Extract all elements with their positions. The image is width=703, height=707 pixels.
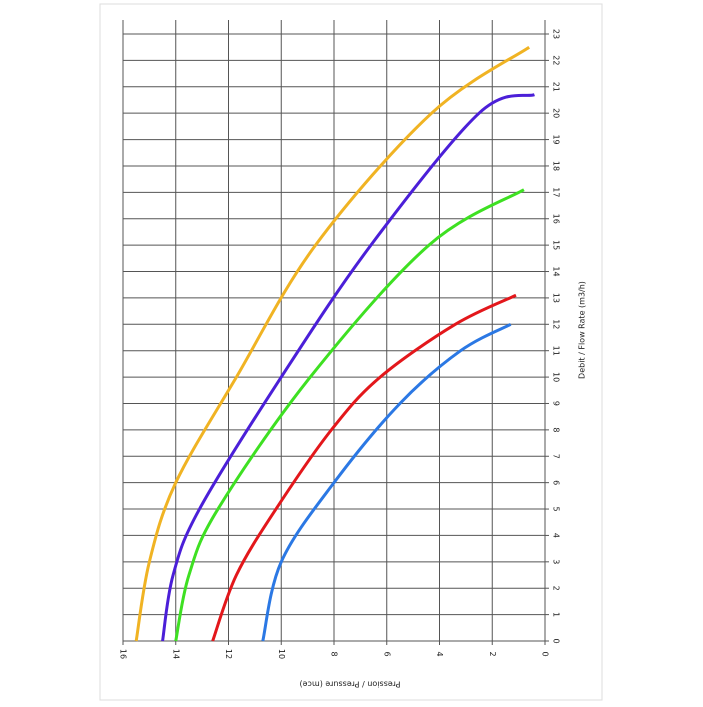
x-tick-label: 18 (552, 161, 561, 171)
x-axis-label: Debit / Flow Rate (m3/h) (578, 281, 587, 379)
x-tick-label: 7 (552, 454, 561, 459)
curve (261, 322, 512, 642)
x-tick-label: 1 (552, 612, 561, 617)
x-tick-label: 17 (552, 187, 561, 197)
x-tick-label: 20 (552, 108, 561, 118)
x-tick-label: 3 (552, 559, 561, 564)
curve (161, 93, 535, 642)
x-tick-label: 23 (552, 29, 561, 39)
y-tick-label: 2 (488, 651, 497, 656)
y-tick-label: 10 (277, 649, 286, 659)
curve (174, 188, 525, 642)
x-tick-label: 13 (552, 293, 561, 303)
y-tick-label: 8 (330, 651, 339, 656)
x-tick-label: 0 (552, 638, 561, 643)
y-tick-label: 16 (119, 649, 128, 659)
curve (134, 45, 531, 642)
x-tick-label: 8 (552, 427, 561, 432)
curve (211, 293, 517, 642)
x-tick-label: 11 (552, 346, 561, 356)
y-axis-label: Pression / Pressure (mce) (299, 680, 400, 689)
x-tick-label: 12 (552, 319, 561, 329)
x-tick-label: 10 (552, 372, 561, 382)
page-frame (99, 3, 603, 701)
x-tick-label: 2 (552, 586, 561, 591)
x-tick-label: 9 (552, 401, 561, 406)
y-tick-label: 12 (224, 649, 233, 659)
x-tick-label: 21 (552, 82, 561, 92)
y-tick-label: 6 (382, 651, 391, 656)
y-tick-label: 14 (171, 649, 180, 659)
x-tick-label: 16 (552, 214, 561, 224)
x-tick-label: 4 (552, 533, 561, 538)
x-tick-label: 14 (552, 266, 561, 276)
x-tick-label: 19 (552, 134, 561, 144)
x-tick-label: 6 (552, 480, 561, 485)
y-tick-label: 4 (435, 651, 444, 656)
x-tick-label: 15 (552, 240, 561, 250)
x-tick-label: 22 (552, 55, 561, 65)
y-tick-label: 0 (541, 651, 550, 656)
x-tick-label: 5 (552, 506, 561, 511)
